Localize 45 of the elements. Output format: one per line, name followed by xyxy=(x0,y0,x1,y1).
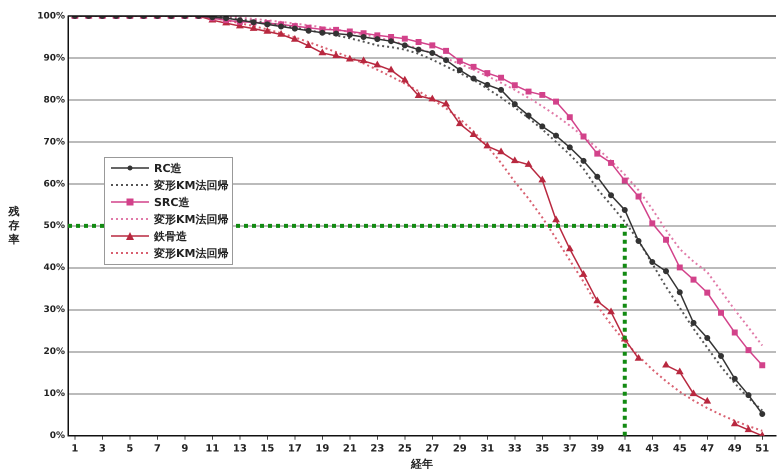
y-tick-label: 30% xyxy=(43,305,65,316)
legend-label: 変形KM法回帰 xyxy=(154,246,228,261)
x-tick-label: 5 xyxy=(126,443,134,454)
x-tick-label: 29 xyxy=(452,443,467,454)
y-axis-title: 残存率 xyxy=(8,204,20,246)
x-tick-label: 1 xyxy=(71,443,78,454)
x-tick-label: 35 xyxy=(535,443,550,454)
x-tick-label: 3 xyxy=(98,443,106,454)
x-tick-label: 21 xyxy=(342,443,357,454)
x-tick-label: 43 xyxy=(645,443,660,454)
x-tick-label: 51 xyxy=(755,443,770,454)
x-tick-label: 33 xyxy=(508,443,522,454)
y-tick-label: 50% xyxy=(43,221,65,232)
x-tick-label: 37 xyxy=(562,443,577,454)
x-tick-label: 13 xyxy=(232,443,247,454)
y-tick-label: 20% xyxy=(43,347,65,358)
x-tick-label: 45 xyxy=(672,443,687,454)
x-tick-label: 11 xyxy=(205,443,220,454)
legend-label: 変形KM法回帰 xyxy=(154,178,228,193)
legend-label: 鉄骨造 xyxy=(154,228,187,244)
x-tick-label: 19 xyxy=(315,443,330,454)
y-tick-label: 10% xyxy=(43,389,65,400)
y-tick-label: 0% xyxy=(50,431,65,442)
y-tick-label: 70% xyxy=(43,137,65,148)
x-tick-label: 49 xyxy=(728,443,742,454)
y-tick-label: 40% xyxy=(43,263,65,274)
x-tick-label: 39 xyxy=(590,443,604,454)
x-tick-label: 25 xyxy=(398,443,412,454)
x-tick-label: 9 xyxy=(181,443,188,454)
x-tick-label: 15 xyxy=(260,443,274,454)
x-tick-label: 17 xyxy=(288,443,302,454)
y-tick-label: 100% xyxy=(37,11,65,22)
x-tick-label: 7 xyxy=(154,443,161,454)
x-tick-label: 31 xyxy=(480,443,494,454)
x-axis-title: 経年 xyxy=(410,457,433,470)
x-tick-label: 41 xyxy=(618,443,632,454)
legend-label: RC造 xyxy=(154,160,182,176)
legend-label: SRC造 xyxy=(154,194,190,210)
y-tick-label: 90% xyxy=(43,53,65,64)
x-tick-label: 23 xyxy=(370,443,384,454)
x-tick-label: 27 xyxy=(425,443,440,454)
y-tick-label: 80% xyxy=(43,95,65,106)
x-tick-label: 47 xyxy=(700,443,714,454)
y-tick-label: 60% xyxy=(43,179,65,190)
legend-label: 変形KM法回帰 xyxy=(154,212,228,227)
